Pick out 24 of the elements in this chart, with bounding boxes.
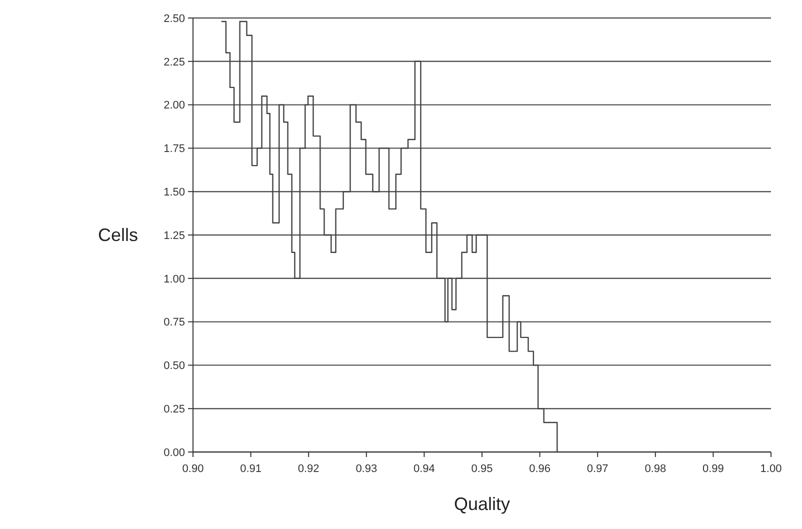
x-tick-label: 0.91 — [240, 463, 262, 475]
x-tick-label: 1.00 — [760, 463, 782, 475]
y-tick-label: 2.25 — [164, 56, 185, 68]
x-tick-label: 0.94 — [413, 463, 435, 475]
y-tick-label: 2.50 — [164, 12, 185, 25]
y-tick-label: 1.75 — [164, 143, 185, 156]
y-tick-label: 0.25 — [164, 403, 185, 416]
x-tick-label: 0.96 — [529, 463, 551, 475]
x-tick-label: 0.98 — [644, 463, 666, 475]
y-tick-label: 2.00 — [164, 100, 185, 112]
x-tick-label: 0.90 — [182, 463, 204, 475]
x-tick-label: 0.97 — [586, 463, 608, 475]
y-tick-label: 1.00 — [164, 273, 185, 286]
y-axis-title: Cells — [98, 225, 138, 245]
x-axis-title: Quality — [454, 494, 510, 514]
x-tick-label: 0.92 — [298, 463, 320, 475]
y-tick-label: 0.50 — [164, 360, 185, 372]
y-tick-label: 1.50 — [164, 186, 185, 198]
y-tick-label: 1.25 — [164, 230, 185, 242]
y-tick-label: 0.75 — [164, 316, 185, 329]
y-tick-label: 0.00 — [164, 446, 185, 459]
x-tick-label: 0.95 — [471, 463, 493, 475]
x-tick-label: 0.99 — [702, 463, 724, 475]
x-tick-label: 0.93 — [356, 463, 378, 475]
